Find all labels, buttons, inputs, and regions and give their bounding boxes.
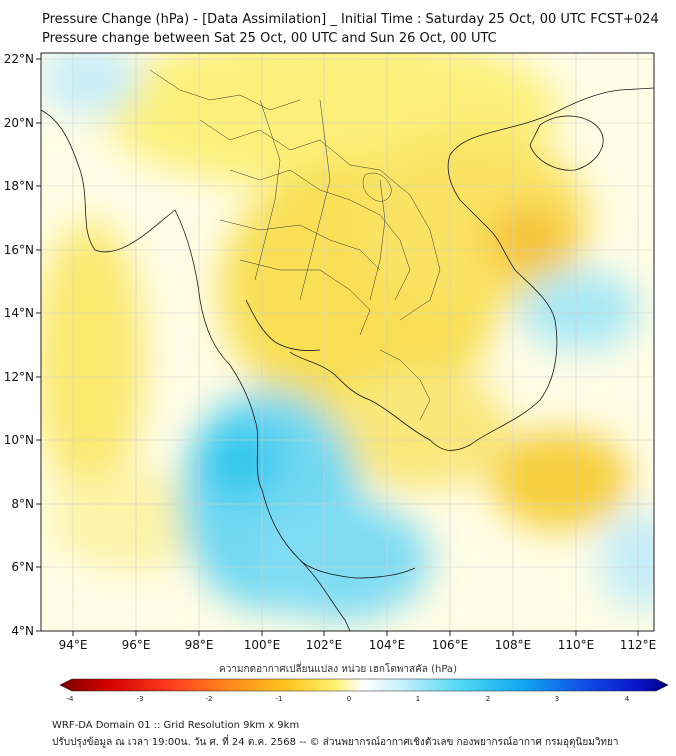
map-subtitle: Pressure change between Sat 25 Oct, 00 U… <box>42 31 497 46</box>
lat-label: 22°N <box>4 52 34 66</box>
lon-label: 96°E <box>122 638 151 652</box>
lon-label: 100°E <box>244 638 281 652</box>
pressure-change-map: 94°E 96°E 98°E 100°E 102°E 104°E 106°E 1… <box>4 52 657 652</box>
negative-area-gulf <box>330 370 510 490</box>
province-borders <box>149 69 441 421</box>
lon-label: 112°E <box>620 638 657 652</box>
positive-peak-peninsula <box>200 420 280 500</box>
lon-label: 104°E <box>369 638 406 652</box>
lat-label: 10°N <box>4 433 34 447</box>
colorbar-tick: 3 <box>555 695 559 703</box>
colorbar-title: ความกดอากาศเปลี่ยนแปลง หน่วย เฮกโตพาสคัล… <box>219 664 457 675</box>
malaysia-coast <box>299 559 416 579</box>
positive-area-southeast <box>600 510 654 610</box>
axis-ticks <box>36 58 639 636</box>
lat-label: 14°N <box>4 306 34 320</box>
longitude-labels: 94°E 96°E 98°E 100°E 102°E 104°E 106°E 1… <box>59 638 657 652</box>
lat-label: 4°N <box>11 624 34 638</box>
colorbar-ticks: -4 -3 -2 -1 0 1 2 3 4 <box>67 695 630 703</box>
colorbar-tick: -4 <box>67 695 75 703</box>
lon-label: 108°E <box>495 638 532 652</box>
plot-frame <box>40 52 655 632</box>
lat-label: 18°N <box>4 179 34 193</box>
lon-label: 98°E <box>185 638 214 652</box>
update-credit: ปรับปรุงข้อมูล ณ เวลา 19:00น. วัน ศ. ที่… <box>52 737 619 748</box>
colorbar-tick: 0 <box>347 695 351 703</box>
colorbar-ramp <box>59 678 669 692</box>
lon-label: 94°E <box>59 638 88 652</box>
lat-label: 6°N <box>11 560 34 574</box>
negative-area-andaman <box>41 220 145 500</box>
negative-area-southwest <box>50 470 210 570</box>
colorbar-tick: 1 <box>416 695 420 703</box>
map-title: Pressure Change (hPa) - [Data Assimilati… <box>42 12 659 27</box>
lon-label: 102°E <box>306 638 343 652</box>
positive-area-sea <box>520 270 640 350</box>
coastlines <box>41 87 654 631</box>
east-coast <box>289 87 654 451</box>
lon-label: 106°E <box>432 638 469 652</box>
colorbar: -4 -3 -2 -1 0 1 2 3 4 <box>59 678 669 703</box>
hainan-island <box>529 115 604 171</box>
colorbar-tick: 2 <box>486 695 490 703</box>
latitude-labels: 22°N 20°N 18°N 16°N 14°N 12°N 10°N 8°N 6… <box>4 52 34 638</box>
colorbar-tick: -2 <box>206 695 213 703</box>
positive-area-south <box>250 500 430 620</box>
west-coast <box>41 109 351 631</box>
lat-label: 16°N <box>4 243 34 257</box>
graticule <box>41 53 654 631</box>
colorbar-tick: -3 <box>137 695 144 703</box>
negative-area-southeast <box>490 430 630 530</box>
pressure-field <box>41 53 654 631</box>
negative-peak-vietnam <box>485 205 575 275</box>
lat-label: 12°N <box>4 370 34 384</box>
lat-label: 20°N <box>4 116 34 130</box>
lat-label: 8°N <box>11 497 34 511</box>
lon-label: 110°E <box>558 638 595 652</box>
positive-area-northwest <box>41 53 140 115</box>
gulf-north-coast <box>245 299 321 351</box>
colorbar-tick: -1 <box>276 695 283 703</box>
model-info: WRF-DA Domain 01 :: Grid Resolution 9km … <box>52 720 300 731</box>
colorbar-tick: 4 <box>625 695 630 703</box>
